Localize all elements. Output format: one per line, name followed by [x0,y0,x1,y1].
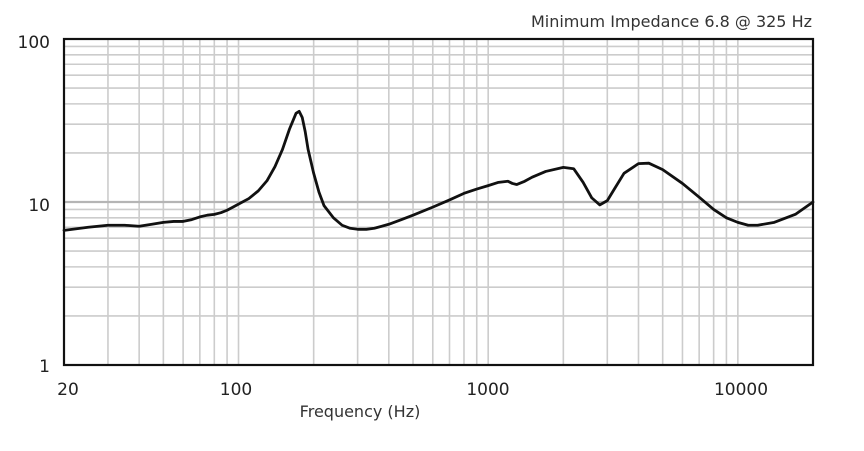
plot-frame [62,37,815,367]
y-tick-label: 100 [18,33,50,53]
chart-annotation: Minimum Impedance 6.8 @ 325 Hz [531,12,812,31]
impedance-curve [62,109,815,232]
grid [64,39,813,365]
x-tick-label: 10000 [714,380,768,400]
x-tick-label: 1000 [466,380,509,400]
x-tick-label: 100 [220,380,252,400]
x-tick-label: 20 [57,380,79,400]
tick-labels: 20 100 1000 10000 100 10 1 [18,33,769,400]
y-tick-label: 1 [39,357,50,377]
series [62,109,815,232]
y-tick-label: 10 [28,196,50,216]
x-axis-label: Frequency (Hz) [300,402,421,421]
